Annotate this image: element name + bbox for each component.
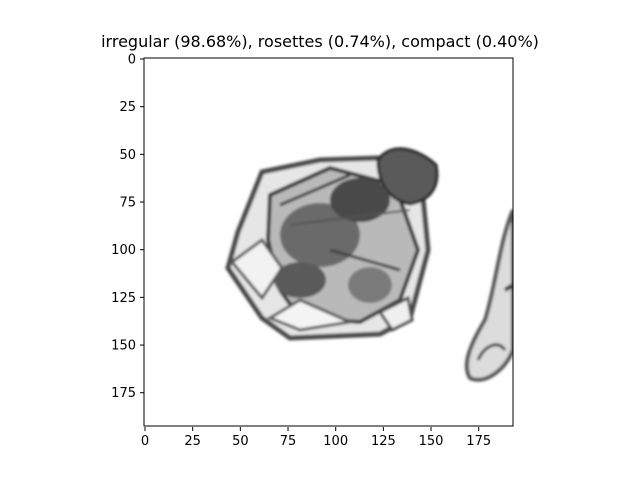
- x-tick-label: 125: [371, 434, 396, 449]
- axes-frame: [143, 57, 514, 427]
- x-tick-label: 50: [232, 434, 249, 449]
- x-axis: 0 25 50 75 100 125 150 175: [141, 427, 491, 449]
- y-tick-label: 75: [119, 196, 136, 211]
- x-tick-label: 75: [280, 434, 297, 449]
- x-tick-label: 175: [466, 434, 491, 449]
- y-tick-label: 50: [119, 148, 136, 163]
- y-axis: 0 25 50 75 100 125 150 175: [111, 53, 144, 401]
- y-tick-label: 125: [111, 291, 136, 306]
- y-tick-label: 0: [128, 53, 136, 68]
- y-tick-label: 175: [111, 386, 136, 401]
- plot-title: irregular (98.68%), rosettes (0.74%), co…: [101, 32, 539, 51]
- y-tick-label: 150: [111, 339, 136, 354]
- y-tick-label: 25: [119, 100, 136, 115]
- y-tick-label: 100: [111, 243, 136, 258]
- x-tick-label: 150: [419, 434, 444, 449]
- x-tick-label: 0: [141, 434, 149, 449]
- x-tick-label: 100: [323, 434, 348, 449]
- x-tick-label: 25: [184, 434, 201, 449]
- particle-image: [144, 58, 513, 426]
